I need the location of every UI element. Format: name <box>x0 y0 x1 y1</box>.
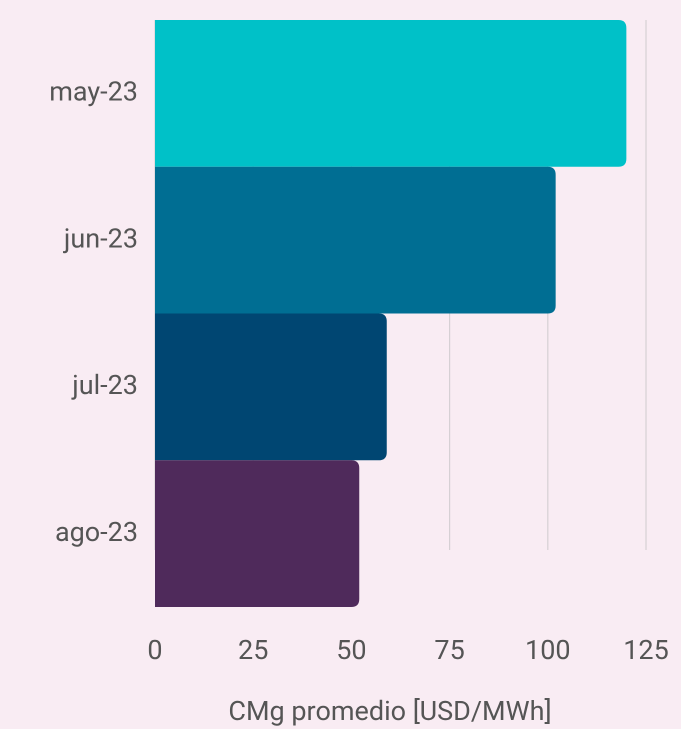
x-tick-label: 0 <box>147 634 162 666</box>
bar <box>155 313 387 461</box>
bar <box>155 166 556 314</box>
x-tick-label: 50 <box>336 634 366 666</box>
y-tick-label: jun-23 <box>63 222 138 254</box>
x-axis-title: CMg promedio [USD/MWh] <box>228 695 551 727</box>
x-tick-label: 100 <box>525 634 571 666</box>
bar <box>155 460 360 607</box>
y-tick-label: jul-23 <box>71 369 138 401</box>
y-tick-label: ago-23 <box>55 516 138 548</box>
x-tick-label: 75 <box>434 634 464 666</box>
x-tick-label: 25 <box>238 634 268 666</box>
bar <box>155 20 627 167</box>
y-tick-label: may-23 <box>49 76 138 108</box>
x-tick-label: 125 <box>623 634 669 666</box>
